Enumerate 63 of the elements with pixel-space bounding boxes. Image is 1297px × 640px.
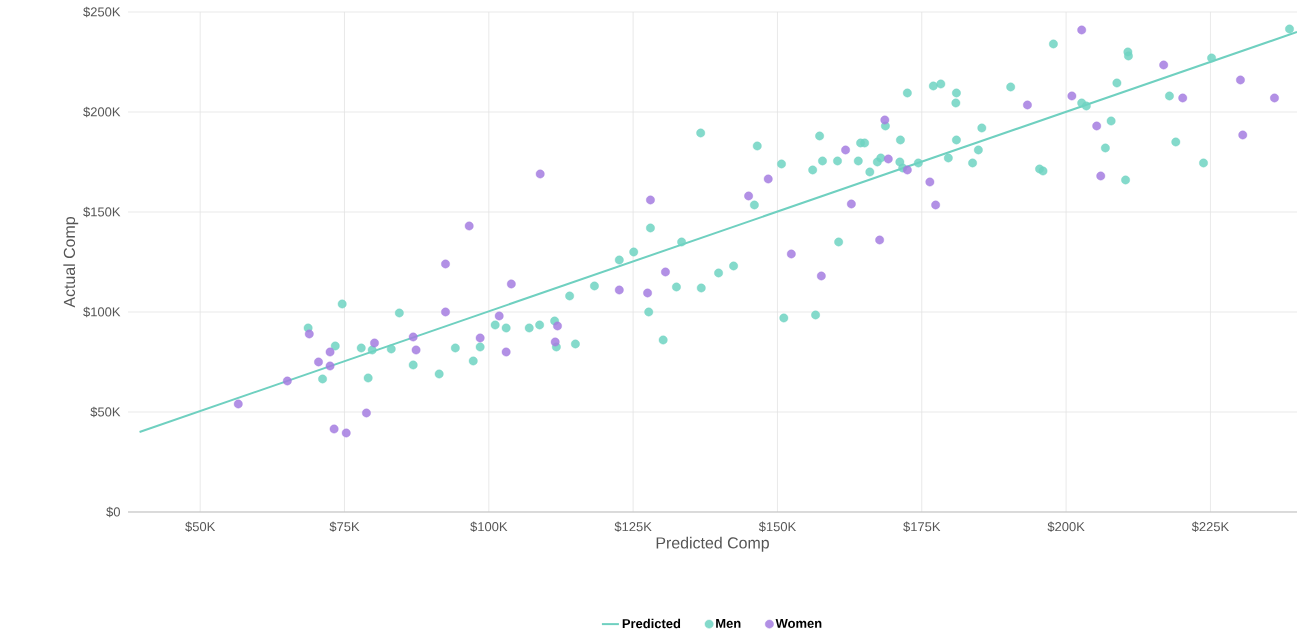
point bbox=[325, 347, 335, 357]
point bbox=[763, 174, 773, 184]
point bbox=[441, 259, 450, 269]
point bbox=[1092, 121, 1102, 131]
point bbox=[883, 154, 893, 164]
point bbox=[282, 376, 292, 386]
point bbox=[931, 200, 941, 210]
point bbox=[1067, 91, 1077, 101]
y-tick-label: $50K bbox=[90, 406, 121, 418]
point bbox=[786, 249, 796, 259]
point bbox=[329, 424, 339, 434]
point bbox=[816, 271, 826, 281]
point bbox=[441, 307, 450, 317]
y-axis-title: Actual Comp bbox=[63, 217, 79, 308]
point bbox=[464, 221, 474, 231]
point bbox=[1270, 93, 1279, 103]
x-tick-label: $200K bbox=[1047, 521, 1085, 532]
x-tick-label: $50K bbox=[185, 521, 216, 532]
legend-label: Women bbox=[775, 618, 822, 628]
point bbox=[1159, 60, 1169, 70]
point bbox=[1077, 25, 1087, 35]
y-tick-label: $200K bbox=[83, 106, 121, 118]
point bbox=[643, 288, 652, 298]
point bbox=[1023, 100, 1032, 110]
point bbox=[475, 333, 485, 343]
x-tick-label: $225K bbox=[1191, 521, 1229, 532]
x-tick-label: $100K bbox=[470, 521, 508, 532]
point bbox=[846, 199, 856, 209]
legend-label: Men bbox=[716, 618, 741, 628]
point bbox=[411, 345, 421, 355]
point bbox=[1238, 130, 1248, 140]
point bbox=[925, 177, 935, 187]
point bbox=[646, 195, 655, 205]
x-tick-label: $175K bbox=[903, 521, 941, 532]
point bbox=[341, 428, 351, 438]
point bbox=[841, 145, 850, 155]
point bbox=[875, 235, 885, 245]
point bbox=[314, 357, 323, 367]
point bbox=[1236, 75, 1245, 85]
point bbox=[362, 408, 371, 418]
point bbox=[325, 361, 335, 371]
point bbox=[535, 169, 545, 179]
x-tick-label: $125K bbox=[614, 521, 652, 532]
point bbox=[1178, 93, 1188, 103]
point bbox=[661, 267, 670, 277]
legend-label: Predicted bbox=[622, 618, 681, 629]
y-tick-label: $250K bbox=[83, 6, 121, 18]
point bbox=[1096, 171, 1106, 181]
point bbox=[408, 332, 418, 342]
point bbox=[744, 191, 753, 201]
point bbox=[494, 311, 504, 321]
x-tick-label: $150K bbox=[758, 521, 797, 532]
x-tick-label: $75K bbox=[329, 521, 360, 532]
point bbox=[370, 338, 379, 348]
y-tick-label: $0 bbox=[106, 506, 120, 518]
point bbox=[614, 285, 624, 295]
point bbox=[506, 279, 516, 289]
point bbox=[233, 399, 243, 409]
y-tick-label: $100K bbox=[83, 306, 121, 318]
y-tick-label: $150K bbox=[83, 206, 121, 218]
point bbox=[902, 165, 912, 175]
x-axis-title: Predicted Comp bbox=[656, 536, 769, 552]
point bbox=[501, 347, 511, 357]
